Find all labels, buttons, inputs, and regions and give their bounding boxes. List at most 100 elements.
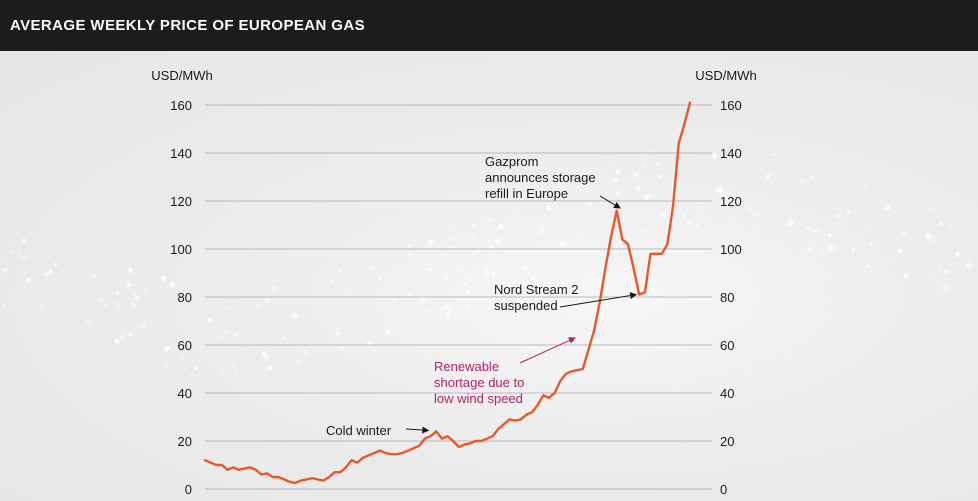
- annotation-gazprom-arrow: [599, 195, 621, 209]
- particle-dot: [639, 153, 641, 155]
- particle-dot: [303, 350, 308, 355]
- annotation-renewable-shortage-arrow: [519, 337, 576, 364]
- particle-dot: [180, 356, 185, 361]
- particle-dot: [495, 238, 502, 244]
- particle-dot: [717, 187, 724, 194]
- particle-dot: [444, 304, 449, 309]
- particle-dot: [509, 218, 511, 220]
- particle-dot: [928, 275, 931, 278]
- particle-dot: [860, 189, 863, 192]
- particle-dot: [966, 262, 973, 269]
- particle-dot: [68, 266, 71, 269]
- particle-dot: [688, 147, 690, 149]
- particle-dot: [263, 298, 270, 304]
- particle-dot: [682, 214, 686, 218]
- particle-dot: [178, 339, 182, 342]
- particle-dot: [621, 215, 625, 218]
- particle-dot: [956, 221, 959, 223]
- y-tick-label-left: 100: [170, 242, 192, 257]
- y-axis-label-right: USD/MWh: [695, 68, 756, 83]
- gas-price-line-chart: USD/MWh USD/MWh 0 20 40 60 80 100 120 140 160 0 2…: [0, 68, 973, 497]
- annotation-cold-winter: Cold winter: [326, 423, 392, 438]
- particle-dot: [498, 223, 504, 230]
- particle-dot: [335, 331, 340, 337]
- particle-dot: [901, 230, 908, 237]
- particle-dot: [130, 301, 136, 308]
- particle-dot: [904, 273, 909, 278]
- particle-dot: [628, 239, 631, 241]
- chart-area: USD/MWh USD/MWh 0 20 40 60 80 100 120 140 160 0 2…: [0, 51, 978, 501]
- particle-dot: [141, 323, 146, 328]
- particle-dot: [322, 276, 325, 278]
- particle-dot: [471, 223, 476, 227]
- particle-dot: [269, 336, 272, 338]
- particle-dot: [419, 245, 422, 247]
- particle-dot: [432, 278, 435, 281]
- particle-dot: [74, 328, 77, 330]
- particle-dot: [814, 228, 820, 233]
- particle-dot: [378, 277, 381, 281]
- particle-dot: [546, 205, 552, 212]
- particle-dot: [708, 174, 710, 176]
- particle-dot: [939, 267, 942, 271]
- particle-dot: [499, 280, 506, 287]
- particle-dot: [109, 291, 112, 294]
- particle-dot: [799, 177, 806, 184]
- particle-dot: [26, 277, 32, 283]
- y-tick-label-right: 160: [720, 98, 742, 113]
- particle-dot: [478, 262, 481, 265]
- particle-dot: [841, 221, 845, 225]
- particle-dot: [128, 268, 134, 274]
- particle-dot: [16, 250, 21, 255]
- particle-dot: [827, 232, 832, 237]
- particle-dot: [129, 332, 134, 337]
- particle-dot: [427, 239, 434, 246]
- particle-dot: [407, 291, 413, 297]
- y-tick-label-left: 20: [178, 434, 192, 449]
- particle-dot: [561, 190, 567, 196]
- particle-dot: [288, 299, 290, 301]
- annotations: Cold winter Renewable shortage due to low w…: [326, 154, 638, 438]
- particle-dot: [419, 296, 427, 303]
- particle-dot: [772, 152, 776, 157]
- particle-dot: [884, 204, 891, 211]
- particle-dot: [114, 338, 120, 344]
- particle-dot: [534, 216, 536, 219]
- particle-dot: [234, 370, 237, 373]
- particle-dot: [143, 287, 147, 290]
- particle-dot: [86, 319, 92, 325]
- particle-dot: [587, 200, 593, 206]
- annotation-nord-stream-line: suspended: [494, 298, 558, 313]
- particle-dot: [466, 255, 469, 257]
- particle-dot: [656, 173, 662, 180]
- particle-dot: [281, 336, 286, 341]
- y-tick-label-right: 120: [720, 194, 742, 209]
- particle-dot: [772, 163, 775, 166]
- particle-dot: [61, 275, 64, 278]
- particle-dot: [486, 217, 493, 224]
- particle-dot: [641, 230, 645, 233]
- y-tick-label-right: 60: [720, 338, 734, 353]
- particle-dot: [829, 245, 835, 251]
- particle-dot: [151, 328, 153, 330]
- particle-dot: [885, 260, 888, 263]
- particle-dot: [688, 194, 690, 196]
- particle-dot: [752, 213, 758, 218]
- particle-dot: [608, 166, 612, 170]
- annotation-gazprom: Gazprom announces storage refill in Europe: [485, 154, 596, 201]
- particle-dot: [941, 284, 948, 291]
- particle-dot: [605, 169, 607, 172]
- particle-dot: [12, 243, 15, 246]
- particle-dot: [869, 241, 873, 245]
- particle-dot: [777, 214, 780, 217]
- particle-dot: [296, 359, 301, 364]
- particle-dot: [115, 291, 120, 295]
- particle-dot: [540, 185, 544, 189]
- particle-dot: [571, 230, 576, 234]
- particle-dot: [132, 291, 137, 297]
- particle-dot: [948, 223, 954, 229]
- particle-dot: [515, 280, 518, 282]
- particle-dot: [115, 302, 122, 309]
- annotation-cold-winter-line: Cold winter: [326, 423, 392, 438]
- particle-dot: [217, 315, 220, 319]
